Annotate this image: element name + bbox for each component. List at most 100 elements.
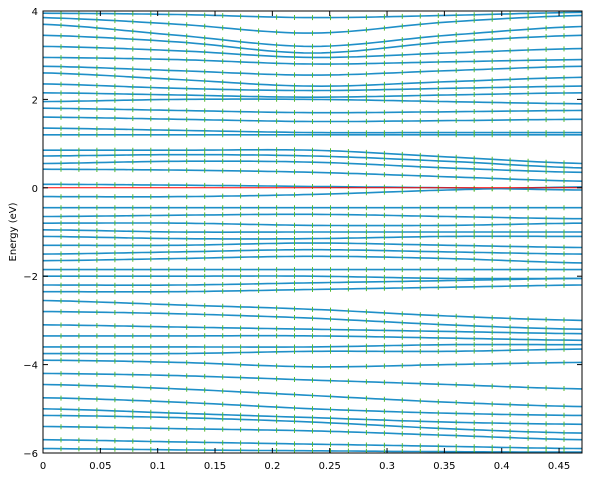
band-markers bbox=[43, 158, 582, 175]
band-33 bbox=[43, 298, 582, 323]
band-41 bbox=[43, 382, 582, 410]
band-28 bbox=[43, 253, 582, 266]
band-markers bbox=[43, 43, 582, 60]
band-markers bbox=[43, 342, 582, 350]
band-15 bbox=[43, 147, 582, 166]
y-tick-label: −6 bbox=[23, 449, 38, 460]
bands-layer bbox=[43, 11, 582, 453]
band-47 bbox=[43, 446, 582, 453]
band-12 bbox=[43, 114, 582, 124]
band-markers bbox=[43, 166, 582, 184]
band-14 bbox=[43, 132, 582, 138]
x-tick-label: 0.45 bbox=[548, 461, 570, 472]
band-markers bbox=[43, 437, 582, 452]
y-tick-label: −2 bbox=[23, 272, 38, 283]
band-markers bbox=[43, 114, 582, 124]
band-17 bbox=[43, 158, 582, 175]
x-tick-label: 0.25 bbox=[319, 461, 341, 472]
y-tick-label: −4 bbox=[23, 361, 38, 372]
band-markers bbox=[43, 32, 582, 56]
band-1 bbox=[43, 12, 582, 36]
band-markers bbox=[43, 240, 582, 250]
band-markers bbox=[43, 70, 582, 89]
band-markers bbox=[43, 309, 582, 332]
band-36 bbox=[43, 333, 582, 343]
x-tick-label: 0 bbox=[40, 461, 46, 472]
band-markers bbox=[43, 424, 582, 443]
band-markers bbox=[43, 395, 582, 418]
band-2 bbox=[43, 21, 582, 49]
y-axis-title: Energy (eV) bbox=[8, 202, 19, 261]
band-markers bbox=[43, 346, 582, 357]
band-markers bbox=[43, 357, 582, 370]
band-42 bbox=[43, 395, 582, 418]
band-markers bbox=[43, 81, 582, 94]
y-tick-label: 0 bbox=[32, 184, 38, 195]
band-markers bbox=[43, 21, 582, 49]
band-markers bbox=[43, 205, 582, 211]
x-tick-label: 0.4 bbox=[494, 461, 510, 472]
band-markers bbox=[43, 152, 582, 171]
band-21 bbox=[43, 205, 582, 211]
band-32 bbox=[43, 282, 582, 295]
band-27 bbox=[43, 247, 582, 257]
band-44 bbox=[43, 412, 582, 436]
band-7 bbox=[43, 70, 582, 89]
band-26 bbox=[43, 240, 582, 250]
x-tick-label: 0.1 bbox=[150, 461, 166, 472]
band-3 bbox=[43, 32, 582, 56]
band-38 bbox=[43, 346, 582, 357]
band-markers bbox=[43, 382, 582, 410]
band-19 bbox=[43, 181, 582, 193]
y-tick-label: 4 bbox=[32, 7, 38, 18]
band-markers bbox=[43, 63, 582, 78]
band-markers bbox=[43, 96, 582, 107]
band-37 bbox=[43, 342, 582, 350]
band-markers bbox=[43, 105, 582, 116]
axis-ticks: 0 0.05 0.1 0.15 0.2 0.25 0.3 0.35 0.4 0.45 −6 −4 −2 0… bbox=[23, 7, 582, 472]
band-0 bbox=[43, 11, 582, 21]
band-markers bbox=[43, 282, 582, 295]
band-markers bbox=[43, 322, 582, 337]
band-35 bbox=[43, 322, 582, 337]
band-markers bbox=[43, 333, 582, 343]
plot-frame bbox=[42, 10, 583, 454]
band-markers bbox=[43, 54, 582, 67]
band-markers bbox=[43, 11, 582, 21]
band-markers bbox=[43, 181, 582, 193]
x-tick-label: 0.05 bbox=[89, 461, 111, 472]
band-40 bbox=[43, 370, 582, 392]
band-18 bbox=[43, 166, 582, 184]
band-29 bbox=[43, 267, 582, 273]
band-markers bbox=[43, 12, 582, 36]
band-markers bbox=[43, 227, 582, 235]
band-markers bbox=[43, 412, 582, 436]
band-43 bbox=[43, 406, 582, 427]
x-tick-label: 0.3 bbox=[379, 461, 395, 472]
band-46 bbox=[43, 437, 582, 452]
band-24 bbox=[43, 227, 582, 235]
band-markers bbox=[43, 253, 582, 266]
band-markers bbox=[43, 147, 582, 166]
band-16 bbox=[43, 152, 582, 171]
band-markers bbox=[43, 267, 582, 273]
band-markers bbox=[43, 233, 582, 242]
band-10 bbox=[43, 96, 582, 107]
x-tick-label: 0.35 bbox=[433, 461, 455, 472]
band-11 bbox=[43, 105, 582, 116]
x-tick-label: 0.15 bbox=[204, 461, 226, 472]
x-tick-label: 0.2 bbox=[264, 461, 280, 472]
y-tick-label: 2 bbox=[32, 95, 38, 106]
band-markers bbox=[43, 275, 582, 288]
band-23 bbox=[43, 220, 582, 229]
band-25 bbox=[43, 233, 582, 242]
band-5 bbox=[43, 54, 582, 67]
band-markers bbox=[43, 220, 582, 229]
band-markers bbox=[43, 406, 582, 427]
band-6 bbox=[43, 63, 582, 78]
band-39 bbox=[43, 357, 582, 370]
band-markers bbox=[43, 132, 582, 138]
band-markers bbox=[43, 298, 582, 323]
band-8 bbox=[43, 81, 582, 94]
